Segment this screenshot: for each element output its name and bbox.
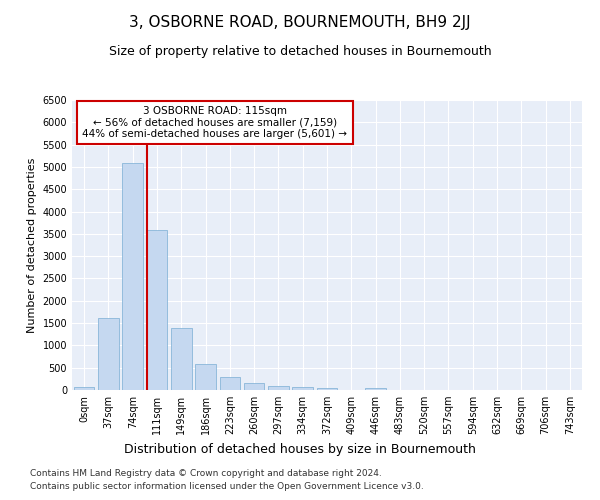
Bar [220, 377, 240, 390]
Bar [195, 364, 216, 390]
Bar [317, 388, 337, 390]
Bar [74, 386, 94, 390]
Bar [292, 386, 313, 390]
Bar [98, 318, 119, 390]
Text: Distribution of detached houses by size in Bournemouth: Distribution of detached houses by size … [124, 442, 476, 456]
Text: Contains public sector information licensed under the Open Government Licence v3: Contains public sector information licen… [30, 482, 424, 491]
Text: 3 OSBORNE ROAD: 115sqm
← 56% of detached houses are smaller (7,159)
44% of semi-: 3 OSBORNE ROAD: 115sqm ← 56% of detached… [82, 106, 347, 139]
Bar [122, 164, 143, 390]
Text: Size of property relative to detached houses in Bournemouth: Size of property relative to detached ho… [109, 45, 491, 58]
Bar [268, 386, 289, 390]
Bar [171, 328, 191, 390]
Bar [244, 384, 265, 390]
Y-axis label: Number of detached properties: Number of detached properties [27, 158, 37, 332]
Text: Contains HM Land Registry data © Crown copyright and database right 2024.: Contains HM Land Registry data © Crown c… [30, 468, 382, 477]
Bar [146, 230, 167, 390]
Text: 3, OSBORNE ROAD, BOURNEMOUTH, BH9 2JJ: 3, OSBORNE ROAD, BOURNEMOUTH, BH9 2JJ [129, 15, 471, 30]
Bar [365, 388, 386, 390]
